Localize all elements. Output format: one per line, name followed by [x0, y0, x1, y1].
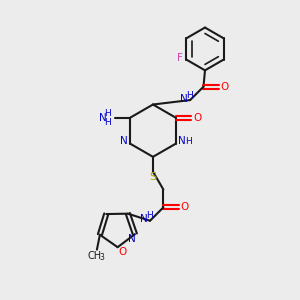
Text: O: O: [193, 112, 201, 123]
Text: H: H: [186, 91, 193, 100]
Text: 3: 3: [99, 253, 104, 262]
Text: S: S: [149, 172, 157, 182]
Text: H: H: [104, 109, 111, 118]
Text: N: N: [178, 136, 186, 146]
Text: N: N: [180, 94, 188, 103]
Text: H: H: [185, 137, 191, 146]
Text: O: O: [118, 247, 126, 256]
Text: N: N: [98, 112, 106, 123]
Text: O: O: [181, 202, 189, 212]
Text: N: N: [140, 214, 148, 224]
Text: O: O: [221, 82, 229, 92]
Text: F: F: [177, 53, 183, 63]
Text: H: H: [146, 211, 152, 220]
Text: CH: CH: [88, 250, 102, 261]
Text: N: N: [120, 136, 128, 146]
Text: H: H: [104, 118, 111, 127]
Text: N: N: [128, 234, 136, 244]
